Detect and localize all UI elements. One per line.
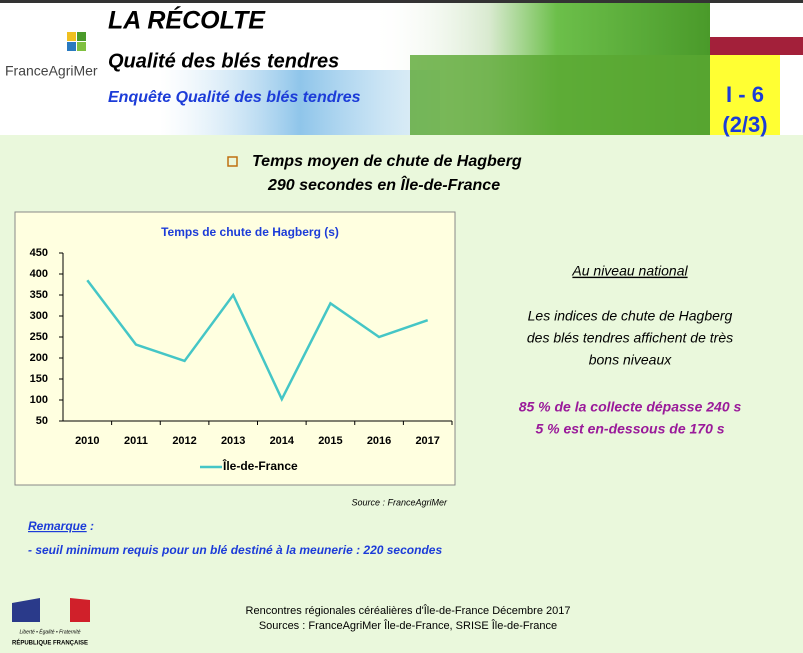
- logo-icon: [77, 32, 86, 41]
- header-blue: [160, 70, 440, 135]
- section: I - 6: [726, 82, 764, 107]
- chart-frame: [14, 211, 456, 486]
- x-tick-label: 2012: [172, 435, 196, 447]
- flag-red: [70, 598, 90, 622]
- y-tick-label: 150: [30, 373, 48, 385]
- header-green: [410, 55, 710, 135]
- x-tick-label: 2013: [221, 435, 245, 447]
- flag-blue: [12, 598, 40, 622]
- national-text: des blés tendres affichent de très: [527, 330, 733, 346]
- heading-line: Temps moyen de chute de Hagberg: [252, 153, 522, 170]
- y-tick-label: 250: [30, 331, 48, 343]
- x-tick-label: 2016: [367, 435, 391, 447]
- footer-line: Rencontres régionales céréalières d'Île-…: [246, 604, 571, 617]
- x-tick-label: 2010: [75, 435, 99, 447]
- y-tick-label: 100: [30, 394, 48, 406]
- chart-title: Temps de chute de Hagberg (s): [161, 225, 339, 239]
- logo-icon: [67, 32, 76, 41]
- remark-separator: :: [87, 519, 94, 533]
- national-text: bons niveaux: [589, 352, 673, 368]
- bullet: [227, 156, 238, 167]
- remark-label: Remarque: [28, 519, 87, 533]
- x-tick-label: 2014: [270, 435, 295, 447]
- x-tick-label: 2011: [124, 435, 148, 447]
- national-heading: Au niveau national: [571, 263, 688, 279]
- y-tick-label: 300: [30, 310, 48, 322]
- logo-text: FranceAgriMer: [5, 63, 98, 79]
- highlight: 5 % est en-dessous de 170 s: [535, 421, 724, 437]
- motto: Liberté • Égalité • Fraternité: [19, 628, 80, 635]
- page-number: (2/3): [722, 112, 767, 137]
- footer-line: Sources : FranceAgriMer Île-de-France, S…: [259, 619, 557, 632]
- logo-icon: [77, 42, 86, 51]
- survey: Enquête Qualité des blés tendres: [108, 89, 361, 106]
- title: LA RÉCOLTE: [108, 6, 266, 35]
- y-tick-label: 50: [36, 415, 48, 427]
- republique: RÉPUBLIQUE FRANÇAISE: [12, 639, 88, 647]
- logo-icon: [67, 42, 76, 51]
- y-tick-label: 200: [30, 352, 48, 364]
- remark-label: Remarque :: [28, 519, 94, 533]
- x-tick-label: 2015: [318, 435, 342, 447]
- remark-text: - seuil minimum requis pour un blé desti…: [28, 543, 442, 557]
- section-box: [710, 55, 780, 135]
- top-rule: [0, 0, 803, 3]
- heading-line: 290 secondes en Île-de-France: [267, 175, 500, 194]
- y-tick-label: 450: [30, 247, 48, 259]
- line: [86, 279, 429, 403]
- y-tick-label: 350: [30, 289, 48, 301]
- national-text: Les indices de chute de Hagberg: [528, 308, 733, 324]
- y-tick-label: 400: [30, 268, 48, 280]
- source: Source : FranceAgriMer: [351, 497, 448, 507]
- legend-label: Île-de-France: [222, 458, 298, 473]
- highlight: 85 % de la collecte dépasse 240 s: [519, 399, 742, 415]
- red-strip: [710, 37, 803, 55]
- x-tick-label: 2017: [415, 435, 439, 447]
- subtitle: Qualité des blés tendres: [108, 50, 339, 72]
